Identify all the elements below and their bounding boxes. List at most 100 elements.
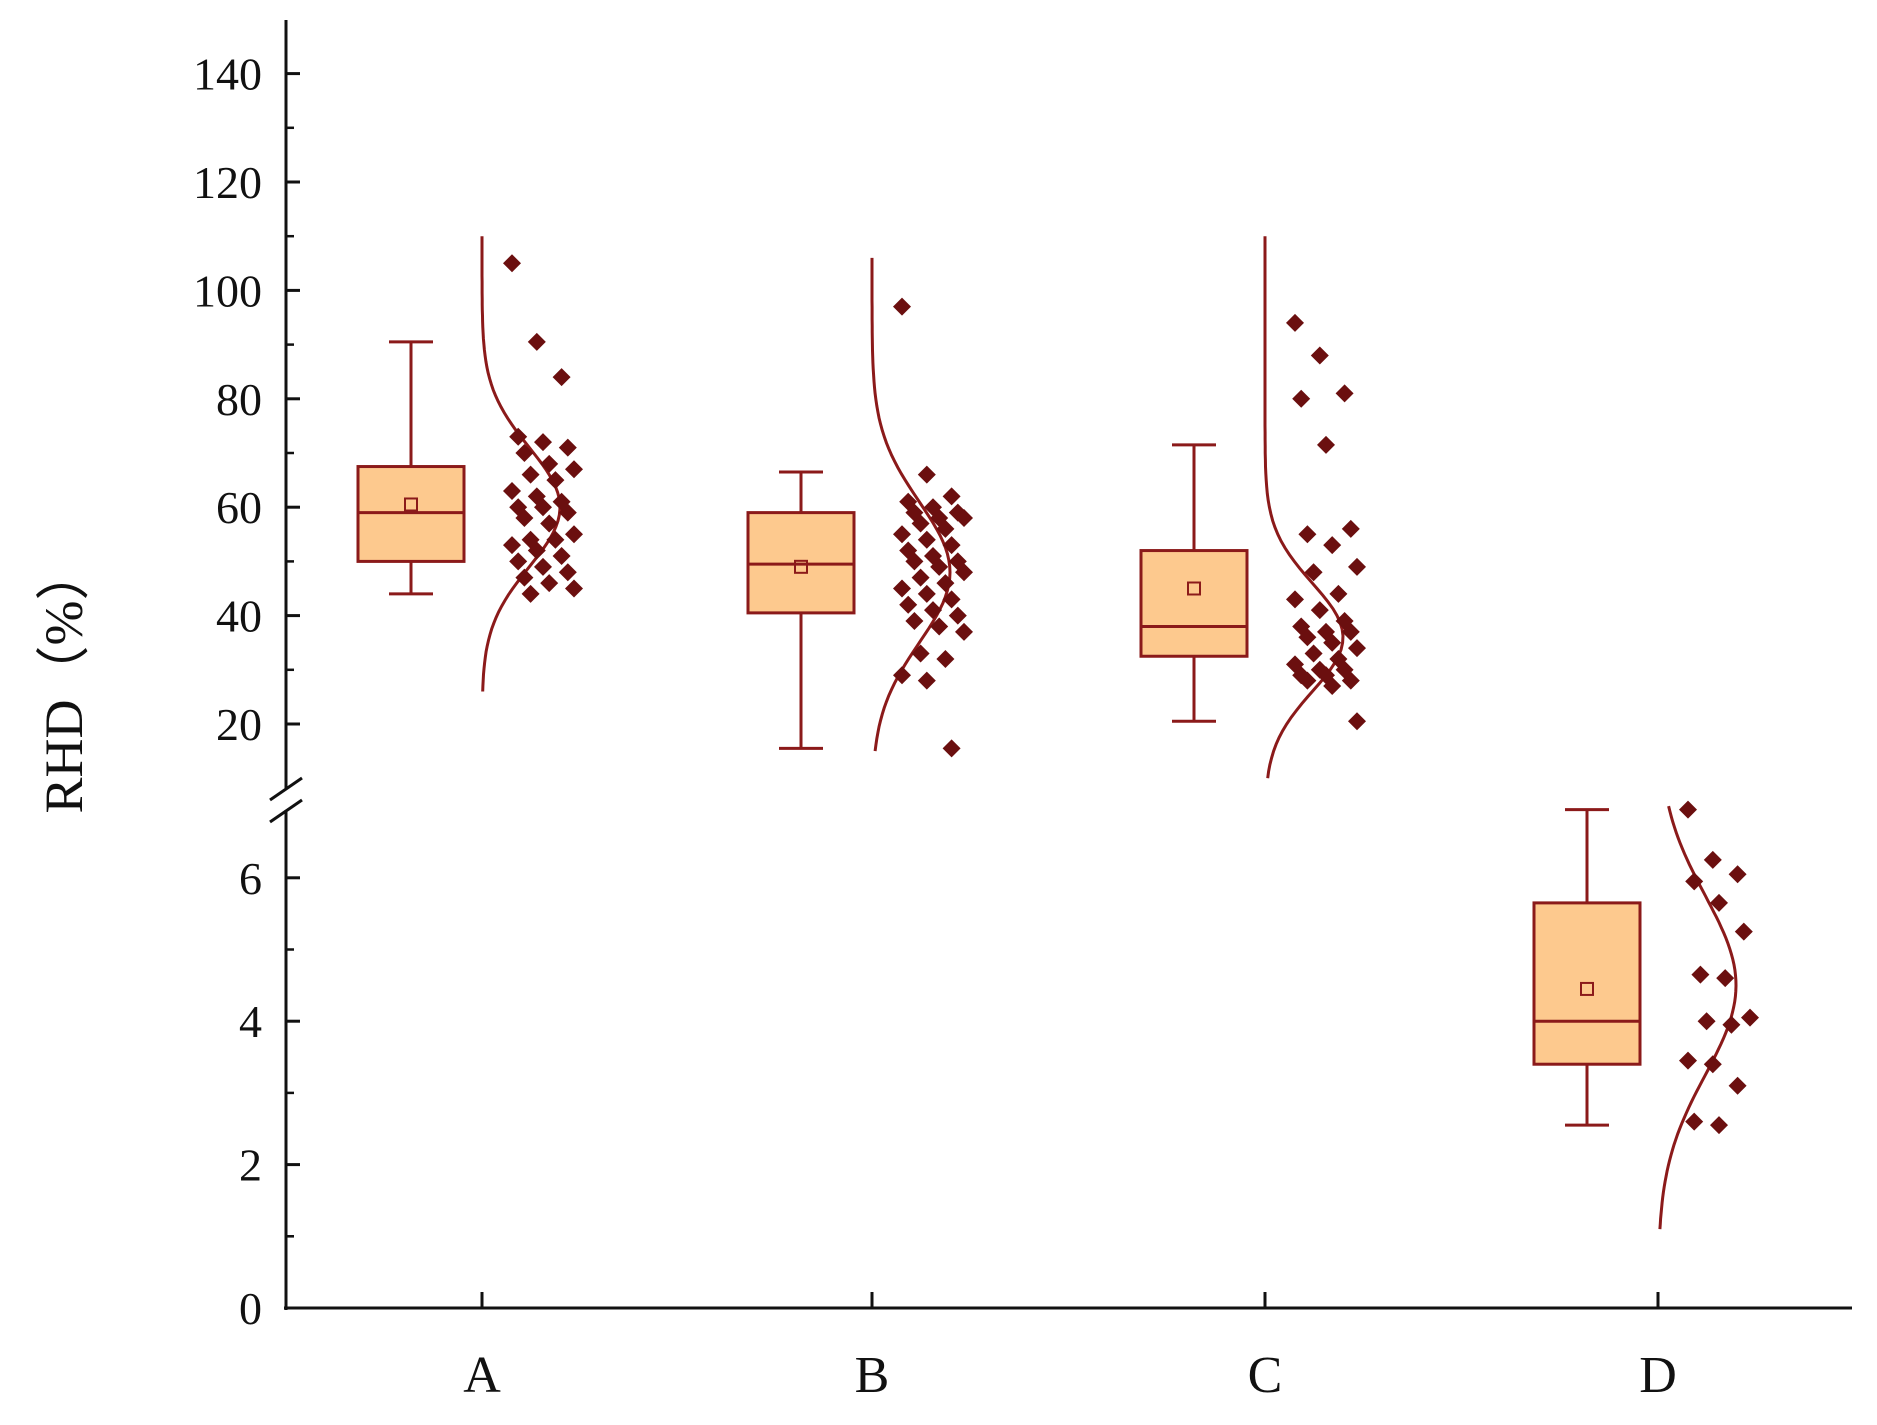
- mean-marker: [404, 497, 418, 512]
- data-point: [1310, 346, 1329, 365]
- data-point: [1329, 584, 1348, 603]
- distribution-curves: [480, 236, 1738, 1230]
- data-point: [1323, 633, 1342, 652]
- y-tick-label: 20: [216, 699, 262, 750]
- data-point: [558, 438, 577, 457]
- iqr-box: [1139, 549, 1249, 658]
- data-point: [546, 471, 565, 490]
- data-point: [515, 509, 534, 528]
- data-point: [930, 557, 949, 576]
- data-point: [515, 568, 534, 587]
- data-point: [1317, 435, 1335, 454]
- y-tick-label: 0: [239, 1283, 262, 1334]
- data-point: [1728, 865, 1747, 884]
- data-point: [1691, 965, 1710, 984]
- data-point: [1304, 644, 1323, 663]
- data-point: [893, 579, 911, 598]
- data-point: [930, 617, 949, 636]
- data-point: [521, 465, 540, 484]
- data-point: [1298, 671, 1317, 690]
- data-point: [1348, 639, 1366, 658]
- x-category-label: A: [463, 1347, 501, 1404]
- y-tick-label: 4: [239, 996, 262, 1047]
- mean-marker: [1580, 981, 1594, 996]
- data-point: [942, 536, 961, 555]
- data-point: [1292, 389, 1311, 408]
- data-point: [1703, 1055, 1722, 1074]
- y-tick-label: 140: [193, 49, 262, 100]
- data-point: [509, 552, 528, 571]
- data-point: [1710, 893, 1728, 912]
- y-tick-label: 6: [239, 853, 262, 904]
- data-point: [924, 601, 942, 620]
- data-point: [1341, 622, 1360, 641]
- data-point: [552, 368, 571, 387]
- data-point: [917, 465, 936, 484]
- data-point: [1710, 1116, 1728, 1135]
- data-point: [1741, 1008, 1759, 1027]
- data-point: [917, 671, 936, 690]
- y-tick-label: 80: [216, 374, 262, 425]
- data-point: [917, 584, 936, 603]
- boxes: [356, 340, 1642, 1127]
- data-point: [955, 563, 973, 582]
- data-point: [1734, 922, 1753, 941]
- data-point: [503, 481, 521, 500]
- data-point: [1728, 1076, 1747, 1095]
- data-point: [1716, 969, 1735, 988]
- data-point: [1341, 519, 1360, 538]
- data-point: [552, 546, 571, 565]
- data-point: [1323, 677, 1342, 696]
- data-point: [911, 568, 930, 587]
- data-point: [893, 525, 911, 544]
- data-point: [1722, 1015, 1741, 1034]
- data-point: [893, 666, 911, 685]
- y-tick-label: 2: [239, 1140, 262, 1191]
- data-point: [515, 444, 534, 462]
- data-point: [540, 454, 559, 473]
- x-category-label: B: [855, 1347, 890, 1404]
- data-point: [1697, 1012, 1716, 1031]
- data-point: [1679, 1051, 1697, 1070]
- y-axis-ticks: 0 2 4 6 20 40 60 80 100 120 140: [193, 49, 300, 1334]
- data-point: [534, 557, 552, 576]
- data-point: [911, 644, 930, 663]
- axis-break-mark: [269, 798, 303, 824]
- data-point: [942, 487, 961, 506]
- data-point: [565, 525, 583, 544]
- distribution-curve: [1658, 805, 1738, 1230]
- data-point: [565, 460, 583, 479]
- x-axis-ticks: A B C D: [463, 1292, 1677, 1404]
- data-point: [905, 612, 924, 631]
- data-point: [1335, 384, 1354, 403]
- data-point: [534, 498, 552, 517]
- data-point: [527, 541, 546, 560]
- data-point: [1679, 800, 1697, 819]
- data-point: [509, 427, 528, 446]
- data-point: [1703, 850, 1722, 869]
- x-category-label: C: [1248, 1347, 1283, 1404]
- data-point: [521, 584, 540, 603]
- data-point: [1298, 628, 1317, 647]
- data-point: [899, 595, 918, 614]
- data-point: [936, 519, 955, 538]
- data-point: [1286, 313, 1304, 332]
- data-point: [917, 530, 936, 549]
- axes: [269, 20, 1852, 1310]
- data-point: [942, 590, 961, 609]
- data-point: [1310, 601, 1329, 620]
- mean-marker: [794, 559, 808, 574]
- data-point: [911, 514, 930, 533]
- data-point: [1685, 872, 1704, 891]
- data-point: [558, 563, 577, 582]
- y-tick-label: 100: [193, 265, 262, 316]
- y-tick-label: 60: [216, 482, 262, 533]
- data-point: [558, 503, 577, 522]
- data-point: [503, 536, 521, 555]
- distribution-curve: [1263, 236, 1345, 779]
- data-point: [955, 509, 973, 528]
- mean-marker: [1187, 581, 1201, 596]
- data-point: [936, 574, 955, 593]
- data-point: [905, 552, 924, 571]
